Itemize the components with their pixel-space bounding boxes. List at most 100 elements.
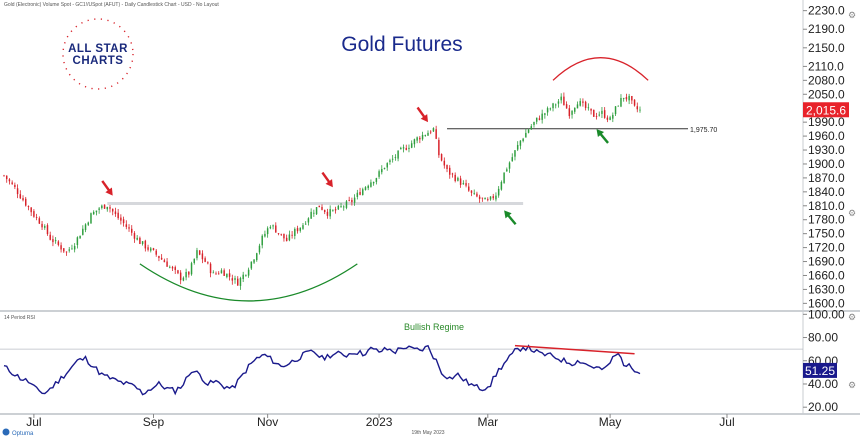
- candle-body: [628, 95, 630, 101]
- x-axis: Jul Sep Nov 2023 Mar May Jul: [26, 414, 735, 429]
- candle-body: [397, 150, 399, 159]
- candle-body: [188, 271, 190, 275]
- candle-body: [299, 227, 302, 231]
- candle-body: [633, 99, 636, 106]
- candle-body: [315, 207, 318, 215]
- signal-arrows: [101, 106, 609, 226]
- candle-body: [117, 212, 119, 219]
- price-tick-label: 2110.0: [808, 59, 844, 73]
- candle-body: [416, 137, 418, 141]
- candle-body: [318, 205, 321, 208]
- candle-body: [391, 158, 394, 160]
- x-tick-label: May: [599, 415, 622, 429]
- rsi-pane-gear-icon[interactable]: ⚙: [848, 312, 856, 322]
- rsi-tick-label: 20.00: [808, 400, 838, 414]
- chart-info-line: Gold (Electronic) Volume Spot - GC1!/USp…: [4, 2, 219, 8]
- candle-body: [560, 96, 562, 101]
- candle-body: [451, 173, 454, 175]
- support-resistance-levels: [107, 128, 688, 205]
- candle-body: [525, 132, 527, 138]
- candle-body: [130, 228, 133, 233]
- candle-body: [158, 255, 160, 258]
- candle-body: [217, 273, 220, 275]
- candle-body: [261, 235, 263, 246]
- candle-body: [294, 228, 296, 236]
- candle-body: [639, 109, 641, 111]
- candle-body: [144, 240, 147, 249]
- candle-body: [438, 139, 440, 156]
- candle-body: [109, 207, 111, 209]
- price-tick-label: 1630.0: [808, 282, 845, 296]
- candle-body: [196, 250, 198, 259]
- candle-body: [541, 113, 543, 120]
- candle-body: [155, 250, 157, 255]
- rounded-bottom-arc: [139, 263, 358, 302]
- candle-body: [46, 225, 49, 235]
- candle-body: [446, 164, 448, 170]
- price-axis: 2230.02190.02150.02110.02080.02050.02020…: [803, 4, 845, 310]
- candle-body: [533, 121, 535, 125]
- candle-body: [549, 108, 552, 110]
- green-arrow-head: [504, 210, 512, 219]
- candle-body: [514, 150, 516, 157]
- candle-body: [353, 197, 356, 203]
- candle-body: [389, 160, 391, 163]
- candle-body: [631, 96, 633, 101]
- candle-body: [111, 208, 114, 212]
- candle-body: [16, 188, 19, 195]
- x-tick-label: Jul: [26, 415, 41, 429]
- candle-body: [544, 113, 546, 115]
- candle-body: [215, 273, 217, 275]
- candle-body: [348, 199, 350, 201]
- candle-body: [166, 261, 168, 267]
- candle-body: [269, 226, 272, 229]
- red-arrow-head: [105, 187, 113, 196]
- candle-body: [185, 271, 187, 278]
- candle-body: [228, 273, 231, 277]
- rsi-pane-gear-icon-2[interactable]: ⚙: [848, 380, 856, 390]
- candle-body: [334, 209, 337, 211]
- candle-body: [163, 260, 166, 263]
- price-pane-gear-icon-2[interactable]: ⚙: [848, 208, 856, 218]
- candle-body: [468, 186, 470, 191]
- candle-body: [576, 104, 579, 109]
- candle-body: [179, 272, 182, 281]
- candle-body: [193, 258, 196, 263]
- candle-body: [8, 179, 11, 182]
- candle-body: [429, 131, 432, 133]
- candle-body: [595, 116, 598, 117]
- candle-body: [207, 262, 209, 264]
- candle-body: [574, 107, 576, 112]
- candle-body: [582, 101, 584, 103]
- candle-body: [152, 248, 155, 250]
- candle-body: [593, 109, 595, 117]
- candle-body: [236, 278, 239, 286]
- candle-body: [500, 181, 503, 190]
- candle-body: [60, 245, 62, 250]
- red-arrow-head: [325, 179, 333, 188]
- price-tick-label: 1780.0: [808, 213, 845, 227]
- price-tick-label: 1900.0: [808, 157, 845, 171]
- candle-body: [519, 140, 522, 146]
- candle-body: [68, 249, 70, 251]
- candle-body: [372, 181, 375, 184]
- candle-body: [250, 261, 253, 269]
- candle-body: [410, 143, 413, 148]
- candle-body: [413, 139, 416, 145]
- candle-body: [571, 111, 573, 115]
- chart-title: Gold Futures: [341, 33, 462, 56]
- rsi-tick-label: 100.00: [808, 307, 845, 321]
- candle-body: [590, 108, 592, 111]
- candle-body: [71, 248, 73, 250]
- price-tick-label: 2190.0: [808, 22, 845, 36]
- rsi-series: [0, 344, 803, 396]
- candle-body: [484, 197, 486, 200]
- price-pane-gear-icon[interactable]: ⚙: [848, 10, 856, 20]
- candle-body: [128, 227, 130, 229]
- candle-body: [201, 253, 204, 260]
- candle-body: [612, 114, 614, 119]
- candle-body: [625, 97, 628, 100]
- candle-body: [506, 169, 508, 172]
- candle-body: [49, 234, 51, 240]
- candle-body: [288, 234, 291, 241]
